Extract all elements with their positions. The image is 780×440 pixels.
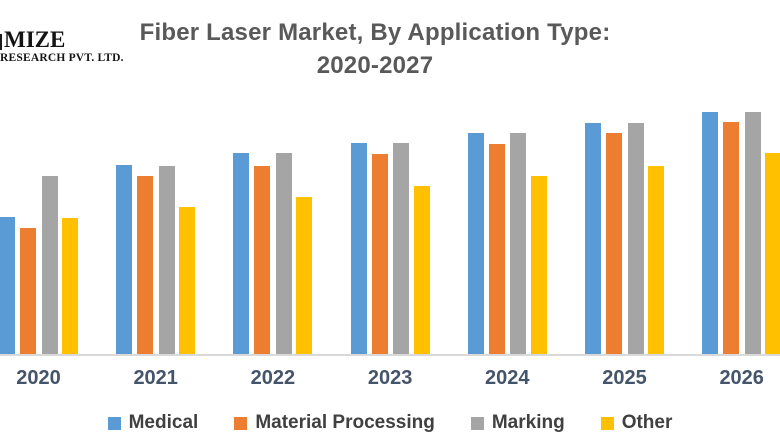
legend-swatch-icon <box>234 416 248 430</box>
bar-other-2022 <box>296 197 313 354</box>
chart-title-line1: Fiber Laser Market, By Application Type: <box>139 19 611 46</box>
legend-label: Medical <box>128 412 199 433</box>
bar-other-2020 <box>62 218 78 354</box>
bar-other-2021 <box>179 207 196 354</box>
x-axis-label-2026: 2026 <box>719 367 764 389</box>
bar-other-2025 <box>648 166 664 354</box>
legend-swatch-icon <box>470 416 484 430</box>
bar-other-2024 <box>530 176 547 354</box>
bar-marking-2023 <box>393 143 410 354</box>
bar-material-processing-2021 <box>137 176 154 354</box>
x-axis-label-2023: 2023 <box>367 367 413 389</box>
chart-title: Fiber Laser Market, By Application Type:… <box>0 16 750 82</box>
logo-text-line1: MIZE <box>4 27 66 52</box>
bar-medical-2021 <box>116 165 133 354</box>
x-axis-label-2020: 2020 <box>16 367 61 389</box>
bar-medical-2026 <box>702 112 719 354</box>
x-axis-label-2024: 2024 <box>485 367 530 389</box>
logo-text-line2: RESEARCH PVT. LTD. <box>0 52 124 64</box>
bar-marking-2021 <box>158 166 175 354</box>
x-axis-label-2025: 2025 <box>602 367 647 389</box>
bar-medical-2022 <box>233 153 250 354</box>
cropped-letter-fragment <box>0 34 2 50</box>
bar-material-processing-2020 <box>20 228 36 354</box>
bar-marking-2026 <box>744 112 761 354</box>
legend-item-marking: Marking <box>470 412 565 434</box>
legend-label: Material Processing <box>255 412 435 433</box>
bar-medical-2023 <box>350 143 367 354</box>
legend-item-other: Other <box>600 412 673 434</box>
company-logo: MIZE RESEARCH PVT. LTD. <box>0 28 124 64</box>
legend-item-medical: Medical <box>107 412 199 434</box>
x-axis-line <box>0 354 780 356</box>
legend-swatch-icon <box>107 416 121 430</box>
bar-material-processing-2022 <box>254 166 271 354</box>
bar-medical-2025 <box>585 123 601 354</box>
x-axis-label-2022: 2022 <box>250 367 296 389</box>
legend-item-material-processing: Material Processing <box>234 412 435 434</box>
bar-medical-2024 <box>467 133 484 354</box>
bar-other-2026 <box>765 153 780 354</box>
bar-material-processing-2026 <box>723 122 740 354</box>
chart-title-line2: 2020-2027 <box>316 52 434 79</box>
bar-marking-2022 <box>275 153 292 354</box>
legend-label: Other <box>621 412 673 433</box>
chart-legend: Medical Material Processing Marking Other <box>0 412 780 434</box>
bar-medical-2020 <box>0 217 15 354</box>
bar-marking-2025 <box>627 123 644 354</box>
bar-other-2023 <box>413 186 430 354</box>
bar-marking-2024 <box>510 133 527 354</box>
bar-material-processing-2024 <box>488 144 505 354</box>
x-axis-label-2021: 2021 <box>133 367 178 389</box>
bar-material-processing-2023 <box>371 154 388 354</box>
legend-label: Marking <box>491 412 565 433</box>
bar-marking-2020 <box>41 176 58 354</box>
bar-material-processing-2025 <box>606 133 622 354</box>
legend-swatch-icon <box>600 416 614 430</box>
